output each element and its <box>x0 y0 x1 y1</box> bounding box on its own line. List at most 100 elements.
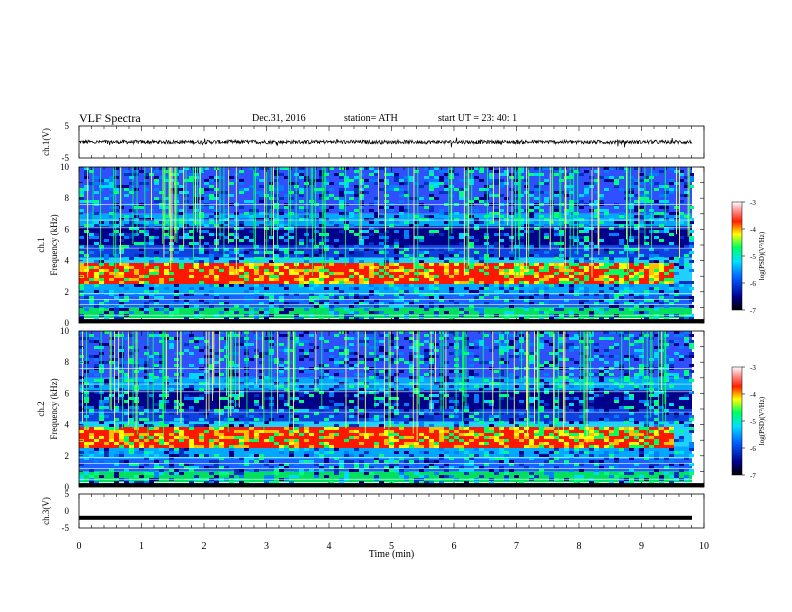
ch1-spectrogram-cell <box>469 242 474 245</box>
ch1-spectrogram-cell <box>599 263 604 266</box>
ch2-spectrogram-cell <box>419 415 424 418</box>
ch1-spectrogram-cell <box>634 206 639 209</box>
ch1-spectrogram-cell <box>424 278 429 281</box>
ch2-spectrogram-cell <box>104 382 109 385</box>
ch2-spectrogram-cell <box>234 430 239 433</box>
ch2-spectrogram-cell <box>439 427 444 430</box>
ch1-spectrogram-cell <box>469 266 474 269</box>
ch1-spectrogram-cell <box>374 212 379 215</box>
ch2-spectrogram-cell <box>119 370 124 373</box>
ch1-spectrogram-cell <box>104 275 109 278</box>
ch1-spectrogram-cell <box>429 233 434 236</box>
ch1-spectrogram-cell <box>549 236 554 239</box>
ch2-spectrogram-cell <box>379 397 384 400</box>
ch2-spectrogram-cell <box>419 436 424 439</box>
ch1-spectrogram-cell <box>484 269 489 272</box>
ch1-spectrogram-cell <box>554 191 559 194</box>
ch2-spectrogram-cell <box>79 397 84 400</box>
ch2-spectrogram-cell <box>339 463 344 466</box>
ch1-spectrogram-cell <box>384 194 389 197</box>
ch1-spectrogram-cell <box>344 275 349 278</box>
ch2-spectrogram-cell <box>114 463 119 466</box>
ch2-spectrogram-cell <box>424 430 429 433</box>
ch1-spectrogram-cell <box>534 266 539 269</box>
ch1-spectrogram-cell <box>384 302 389 305</box>
ch1-spectrogram-cell <box>304 275 309 278</box>
ch1-spectrogram-cell <box>314 254 319 257</box>
ch1-spectrogram-cell <box>259 200 264 203</box>
ch1-spectrogram-cell <box>669 269 674 272</box>
ch1-spectrogram-cell <box>499 287 504 290</box>
ch2-spectrogram-cell <box>134 430 139 433</box>
ch1-spectrogram-cell <box>154 275 159 278</box>
ch2-spectrogram-cell <box>404 427 409 430</box>
ch2-spectrogram-cell <box>364 382 369 385</box>
ch2-spectrogram-cell <box>144 445 149 448</box>
ch1-spectrogram-cell <box>429 287 434 290</box>
ch1-spectrogram-cell <box>189 236 194 239</box>
ch1-spectrogram-cell <box>554 194 559 197</box>
ch2-spectrogram-cell <box>329 481 334 484</box>
ch1-spectrogram-cell <box>279 227 284 230</box>
ch1-spectrogram-cell <box>94 269 99 272</box>
ch2-spectrogram-cell <box>239 391 244 394</box>
ch2-spectrogram-cell <box>364 445 369 448</box>
ch1-spectrogram-cell <box>619 275 624 278</box>
ch2-spectrogram-cell <box>319 466 324 469</box>
ch1-spectrogram-cell <box>119 263 124 266</box>
ch2-spectrogram-cell <box>349 469 354 472</box>
ch2-spectrogram-cell <box>94 373 99 376</box>
ch1-spectrogram-cell <box>199 263 204 266</box>
ch1-spectrogram-cell <box>394 215 399 218</box>
ch1-spectrogram-cell <box>329 263 334 266</box>
ch1-spectrogram-cell <box>489 275 494 278</box>
ch1-spectrogram-cell <box>259 278 264 281</box>
ch1-spectrogram-cell <box>214 296 219 299</box>
ch1-spectrogram-cell <box>374 305 379 308</box>
ch2-spectrogram-cell <box>444 451 449 454</box>
ch1-spectrogram-cell <box>239 248 244 251</box>
ch1-spectrogram-cell <box>504 281 509 284</box>
ch1-spectrogram-cell <box>299 251 304 254</box>
ch1-spectrogram-cell <box>119 299 124 302</box>
ch1-spectrogram-cell <box>604 257 609 260</box>
ch1-spectrogram-cell <box>464 266 469 269</box>
ch1-spectrogram-cell <box>104 278 109 281</box>
ch1-spectrogram-cell <box>464 263 469 266</box>
ch1-spectrogram-cell <box>109 221 114 224</box>
ch2-spectrogram-cell <box>79 433 84 436</box>
ch1-spectrogram-cell <box>489 266 494 269</box>
ch1-spectrogram-cell <box>384 236 389 239</box>
ch1-spectrogram-cell <box>94 305 99 308</box>
ch1-spectrogram-cell <box>319 248 324 251</box>
ch2-spectrogram-cell <box>134 439 139 442</box>
ch2-spectrogram-cell <box>209 430 214 433</box>
ch2-spectrogram-cell <box>339 436 344 439</box>
ch2-spectrogram-cell <box>394 337 399 340</box>
ch1-spectrogram-cell <box>614 305 619 308</box>
ch1-spectrogram-cell <box>644 212 649 215</box>
ch1-spectrogram-cell <box>314 251 319 254</box>
ch1-spectrogram-cell <box>579 278 584 281</box>
ch1-spectrogram-cell <box>399 194 404 197</box>
ch2-spectrogram-cell <box>199 394 204 397</box>
ch1-spectrogram-cell <box>669 188 674 191</box>
ch1-spectrogram-cell <box>214 257 219 260</box>
ch1-spectrogram-cell <box>579 299 584 302</box>
ch1-spectrogram-cell <box>559 317 564 320</box>
ch1-spectrogram-cell <box>369 275 374 278</box>
ch1-spectrogram-cell <box>424 224 429 227</box>
ch1-spectrogram-cell <box>379 266 384 269</box>
ch1-spectrogram-cell <box>459 197 464 200</box>
ch2-spectrogram-cell <box>89 334 94 337</box>
ch1-spectrogram-cell <box>529 278 534 281</box>
ch1-spectrogram-cell <box>154 290 159 293</box>
ch1-spectrogram-cell <box>549 317 554 320</box>
ch2-spectrogram-cell <box>154 475 159 478</box>
ch1-spectrogram-cell <box>614 182 619 185</box>
ch1-spectrogram-cell <box>359 317 364 320</box>
ch2-spectrogram-cell <box>324 424 329 427</box>
ch1-spectrogram-cell <box>94 275 99 278</box>
ch1-spectrogram-cell <box>384 179 389 182</box>
ch1-spectrogram-cell <box>184 299 189 302</box>
